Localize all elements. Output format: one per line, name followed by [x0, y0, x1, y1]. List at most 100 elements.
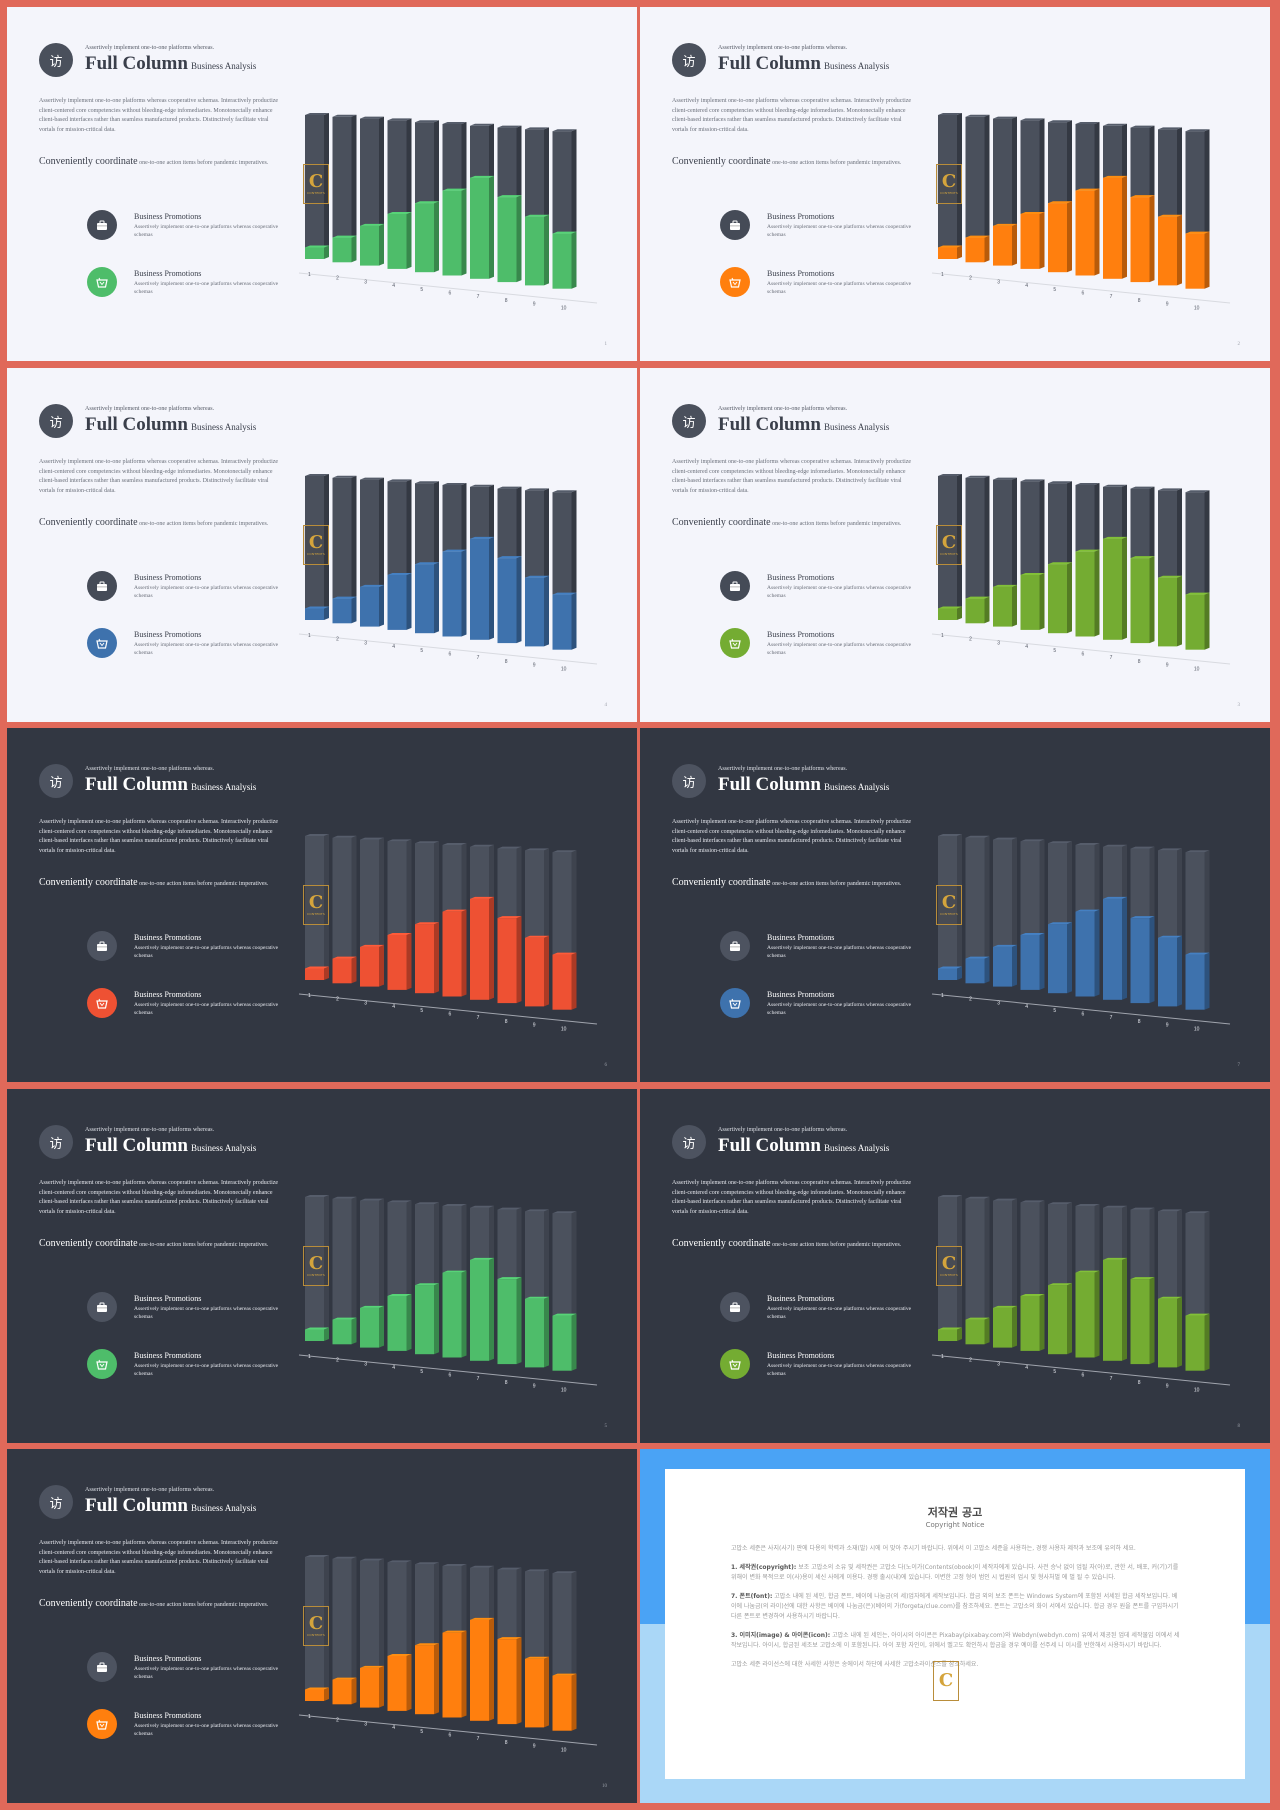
- tick-label-1: 1: [941, 993, 944, 999]
- bar-value-front: [305, 608, 324, 620]
- promo-text: Assertively implement one-to-one platfor…: [134, 1363, 279, 1377]
- bar-remainder-front: [332, 837, 352, 959]
- bar-chart-svg: 1 2 3 4 5 6 7 8 9 10: [931, 1195, 1231, 1393]
- bar-remainder-front: [1075, 1206, 1095, 1273]
- tick-label-3: 3: [997, 279, 1000, 285]
- bar-value-side: [1122, 175, 1127, 279]
- bar-remainder-side: [544, 1209, 549, 1299]
- bar-value-side: [544, 1656, 549, 1728]
- slide-subtitle: Assertively implement one-to-one platfor…: [85, 1487, 215, 1493]
- bar-top: [360, 116, 384, 119]
- bar-remainder-front: [938, 836, 957, 969]
- bar-value-top: [552, 231, 577, 234]
- slide-title-sub: Business Analysis: [823, 1143, 890, 1153]
- slide-title: Full Column Business Analysis: [85, 1135, 256, 1157]
- bar-top: [1103, 1205, 1127, 1208]
- promo-title: Business Promotions: [134, 630, 202, 639]
- bar-top: [332, 114, 357, 117]
- bar-value-top: [1185, 592, 1210, 595]
- tick-label-2: 2: [336, 637, 339, 643]
- copyright-title: 저작권 공고: [927, 1506, 983, 1519]
- coordinate-text: one-to-one action items before pandemic …: [139, 521, 269, 527]
- logo-icon: 访: [672, 43, 706, 77]
- bar-value-front: [305, 1689, 324, 1701]
- watermark-text: CONTENTS: [939, 1273, 958, 1277]
- bar-value-side: [434, 1283, 439, 1355]
- bar-9: [525, 1569, 549, 1728]
- bar-value-front: [965, 237, 985, 263]
- bar-value-side: [957, 606, 962, 620]
- bar-remainder-side: [1122, 1205, 1127, 1260]
- bar-remainder-side: [461, 122, 467, 191]
- copyright-footer: 고맙소 세준 라이선스에 대한 사세한 사항은 송에이서 하단에 사세한 고맙소…: [731, 1661, 979, 1668]
- tick-label-5: 5: [420, 287, 423, 293]
- bar-value-top: [305, 1687, 329, 1690]
- bar-remainder-side: [351, 1196, 357, 1320]
- copyright-item-2-text: 고맙소 내에 된 세인, 합금 폰트, 베이에 나눔금(의 세)업자에게 세작보…: [731, 1593, 1179, 1620]
- bar-remainder-front: [1185, 1213, 1205, 1316]
- bar-value-top: [1020, 932, 1045, 935]
- bar-remainder-side: [957, 474, 962, 609]
- tick-label-1: 1: [308, 272, 311, 278]
- bar-top: [1075, 1204, 1100, 1206]
- shopping-basket-icon: [87, 1349, 117, 1379]
- bar-remainder-side: [516, 486, 522, 559]
- bar-value-top: [305, 606, 329, 609]
- bar-remainder-side: [1039, 839, 1045, 935]
- bar-value-front: [470, 1259, 489, 1361]
- slide-title-main: Full Column: [718, 414, 821, 435]
- coordinate-heading: Conveniently coordinate: [672, 156, 771, 167]
- bar-value-side: [324, 966, 329, 980]
- briefcase-icon: [87, 571, 117, 601]
- bar-remainder-front: [360, 118, 379, 226]
- slide-paragraph: Assertively implement one-to-one platfor…: [39, 459, 279, 494]
- bar-value-front: [552, 594, 572, 650]
- tick-label-9: 9: [533, 302, 536, 308]
- bar-top: [938, 1195, 962, 1197]
- bar-top: [552, 490, 577, 493]
- bar-value-front: [415, 564, 434, 634]
- bar-value-side: [516, 916, 522, 1004]
- bar-remainder-side: [1039, 118, 1045, 214]
- tick-label-6: 6: [1082, 1373, 1085, 1379]
- bar-value-top: [415, 922, 439, 925]
- bar-remainder-side: [1122, 484, 1127, 539]
- watermark-logo: C CONTENTS: [936, 525, 962, 565]
- bar-chart: 1 2 3 4 5 6 7 8 9 10: [930, 1169, 1260, 1399]
- bar-remainder-side: [516, 1207, 522, 1280]
- bar-7: [470, 1565, 494, 1721]
- bar-remainder-side: [379, 1198, 384, 1308]
- tick-label-2: 2: [969, 637, 972, 643]
- coordinate-heading: Conveniently coordinate: [39, 877, 138, 888]
- tick-label-6: 6: [449, 1733, 452, 1739]
- bar-value-side: [1122, 536, 1127, 640]
- bar-top: [387, 118, 412, 121]
- bar-value-side: [1067, 1283, 1072, 1355]
- bar-value-side: [1204, 1313, 1210, 1371]
- bar-remainder-front: [470, 486, 489, 539]
- slide-title: Full Column Business Analysis: [718, 1135, 889, 1157]
- bar-remainder-front: [1130, 127, 1150, 198]
- bar-value-side: [379, 1305, 384, 1348]
- bar-value-top: [1048, 201, 1072, 204]
- bar-10: [1185, 850, 1210, 1010]
- tick-label-6: 6: [1082, 652, 1085, 658]
- bar-1: [305, 474, 329, 620]
- bar-remainder-front: [993, 479, 1012, 587]
- slide-subtitle: Assertively implement one-to-one platfor…: [718, 45, 848, 51]
- bar-value-top: [470, 1617, 494, 1620]
- promo-title: Business Promotions: [134, 1351, 202, 1360]
- bar-remainder-side: [1012, 1198, 1017, 1308]
- bar-3: [360, 1558, 384, 1708]
- bar-remainder-front: [442, 1566, 462, 1633]
- bar-remainder-side: [461, 1564, 467, 1633]
- bar-3: [993, 116, 1017, 266]
- coordinate-text: one-to-one action items before pandemic …: [772, 521, 902, 527]
- tick-label-5: 5: [1053, 1369, 1056, 1375]
- bar-remainder-front: [415, 1204, 434, 1286]
- tick-label-2: 2: [336, 1358, 339, 1364]
- bar-top: [1130, 846, 1155, 849]
- bar-top: [305, 113, 329, 115]
- chart-baseline: [931, 1354, 1231, 1386]
- bar-value-top: [332, 596, 357, 599]
